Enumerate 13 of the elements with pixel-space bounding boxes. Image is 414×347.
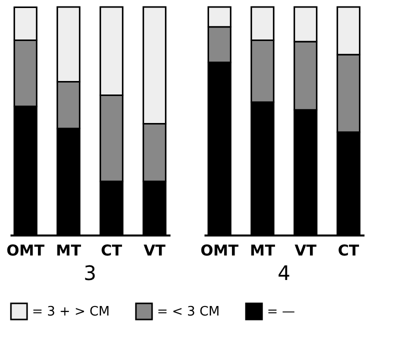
x-tick-label: MT xyxy=(250,242,276,260)
x-tick-label: CT xyxy=(100,242,123,260)
text: 4 xyxy=(278,261,290,285)
x-tick-label: VT xyxy=(144,242,166,260)
x-tick-label: OMT xyxy=(200,242,240,260)
legend-label: = — xyxy=(267,304,296,320)
x-tick-label: MT xyxy=(56,242,82,260)
x-tick-label: OMT xyxy=(6,242,46,260)
x-tick-label: CT xyxy=(338,242,360,260)
text: 3 xyxy=(84,261,96,285)
legend-label: = < 3 CM xyxy=(157,304,220,320)
x-tick-label: VT xyxy=(294,242,318,260)
legend-label: = 3 + > CM xyxy=(32,304,110,320)
